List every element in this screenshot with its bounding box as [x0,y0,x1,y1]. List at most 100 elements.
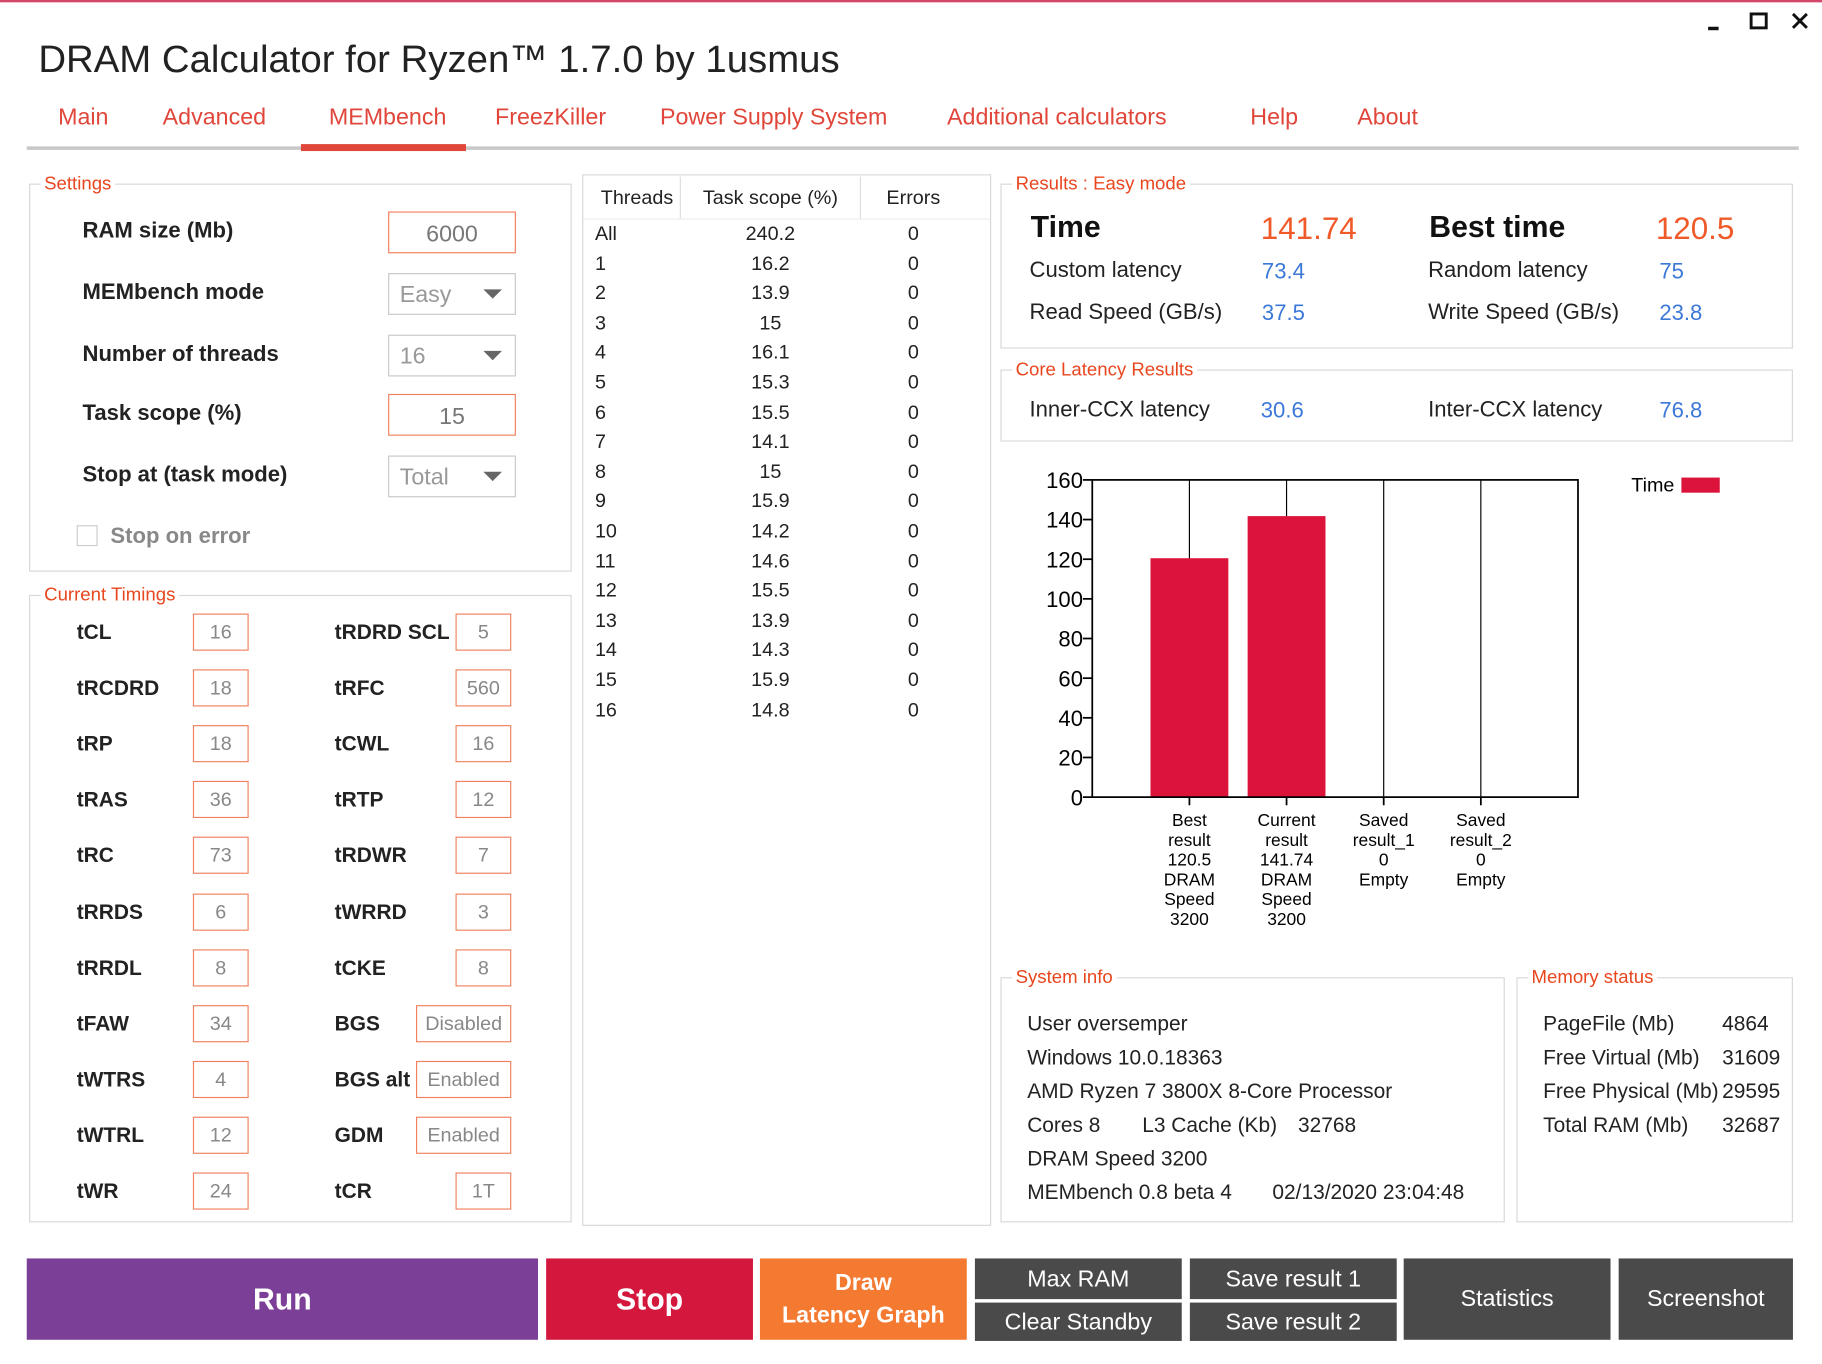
tab[interactable]: Help [1250,104,1299,131]
timing-value: 18 [209,732,232,755]
result-label: Write Speed (GB/s) [1428,300,1620,325]
system-info-text: DRAM Speed 3200 [1027,1146,1208,1171]
table-cell: 14.6 [751,549,790,572]
table-cell: 0 [907,222,919,245]
tab[interactable]: About [1357,104,1418,131]
table-header[interactable]: Errors [886,186,941,209]
y-tick-label: 20 [1058,746,1083,771]
table-cell: 0 [907,430,919,453]
y-tick-label: 140 [1046,508,1083,533]
table-cell: 0 [907,371,919,394]
table-cell: 0 [907,400,919,424]
legend-label: Time [1631,475,1674,497]
table-divider [679,176,681,219]
y-tick-label: 40 [1058,706,1083,731]
timing-value: 16 [209,621,232,644]
table-cell: 7 [594,430,606,453]
results-group-legend: Results : Easy mode [1012,175,1190,195]
table-cell: All [594,222,617,245]
button[interactable]: Run [26,1258,539,1340]
timing-box [415,1004,512,1042]
memory-status-text: 32687 [1722,1113,1781,1137]
table-cell: 14.8 [751,698,790,721]
table-cell: 12 [594,579,617,602]
timing-name: tWTRS [76,1067,146,1091]
timing-value: 8 [215,956,227,979]
system-info-text: AMD Ryzen 7 3800X 8-Core Processor [1027,1079,1393,1103]
system-info-text: Windows 10.0.18363 [1027,1045,1223,1070]
system-info-group [1000,977,1505,1223]
button[interactable]: Stop [546,1258,753,1340]
result-value: 75 [1659,259,1684,285]
timing-box [415,1116,512,1154]
x-tick-label: 0 [1476,850,1486,870]
active-tab-underline [300,144,466,152]
table-cell: 0 [907,579,919,602]
memory-status-group-legend: Memory status [1528,969,1657,988]
button[interactable]: Save result 2 [1189,1302,1397,1341]
table-cell: 11 [594,549,616,572]
y-tick-label: 0 [1071,785,1083,810]
result-value: 23.8 [1659,301,1703,326]
settings-group [29,183,572,572]
tab[interactable]: Additional calculators [947,104,1167,131]
table-cell: 15.3 [751,371,790,394]
timing-value: 18 [209,676,232,700]
tab[interactable]: MEMbench [328,104,447,131]
tab-bar [26,146,1799,150]
text-input[interactable] [388,211,516,254]
timing-value: 8 [477,956,489,979]
x-tick-label: Speed [1261,889,1311,909]
button[interactable]: Statistics [1403,1258,1611,1340]
table-cell: 1 [594,252,606,275]
result-label: Custom latency [1029,258,1182,283]
tab[interactable]: Advanced [162,104,267,131]
table-header[interactable]: Threads [600,186,674,209]
timing-name: tWTRL [76,1123,145,1147]
timings-group-legend: Current Timings [40,586,179,606]
dropdown-value: Easy [399,282,452,308]
timing-value: 73 [209,844,232,867]
timing-name: tRP [76,732,113,756]
timing-value: Enabled [427,1124,500,1147]
x-tick-label: 3200 [1170,909,1209,929]
memory-status-text: 29595 [1722,1079,1781,1103]
timing-box [455,669,512,707]
button[interactable]: Draw Latency Graph [759,1258,967,1340]
tab[interactable]: Main [58,104,109,131]
checkbox[interactable] [76,525,98,547]
button[interactable]: Max RAM [974,1258,1182,1300]
field-label: Task scope (%) [82,401,242,426]
system-info-text: 32768 [1297,1113,1357,1137]
table-cell: 5 [594,371,606,394]
result-value: 73.4 [1261,259,1305,285]
timing-name: tCL [76,620,112,644]
timing-name: tWR [76,1179,119,1203]
table-cell: 15 [759,311,782,334]
table-cell: 3 [594,311,606,334]
timing-name: tWRRD [334,899,407,924]
timing-value: 16 [472,732,495,755]
button[interactable]: Clear Standby [974,1302,1182,1341]
text-input[interactable] [388,393,516,436]
table-cell: 8 [594,460,606,483]
x-tick-label: result_1 [1353,830,1415,850]
timing-box [455,781,512,819]
timing-name: tCWL [334,732,390,756]
table-header[interactable]: Task scope (%) [702,186,838,209]
window-controls[interactable] [1697,7,1813,37]
field-label: Stop at (task mode) [82,463,288,488]
x-tick-label: Best [1172,810,1207,830]
tab[interactable]: Power Supply System [660,104,888,131]
field-label: Number of threads [82,342,279,367]
y-tick-label: 100 [1046,587,1083,612]
result-label: Best time [1429,209,1566,245]
timing-box [192,948,249,987]
button[interactable]: Screenshot [1618,1258,1793,1340]
x-tick-label: result_2 [1450,830,1512,850]
button[interactable]: Save result 1 [1189,1258,1397,1300]
timing-name: tRDRD SCL [334,620,450,644]
timing-box [192,669,249,707]
system-info-group-legend: System info [1012,969,1117,988]
tab[interactable]: FreezKiller [495,104,607,131]
